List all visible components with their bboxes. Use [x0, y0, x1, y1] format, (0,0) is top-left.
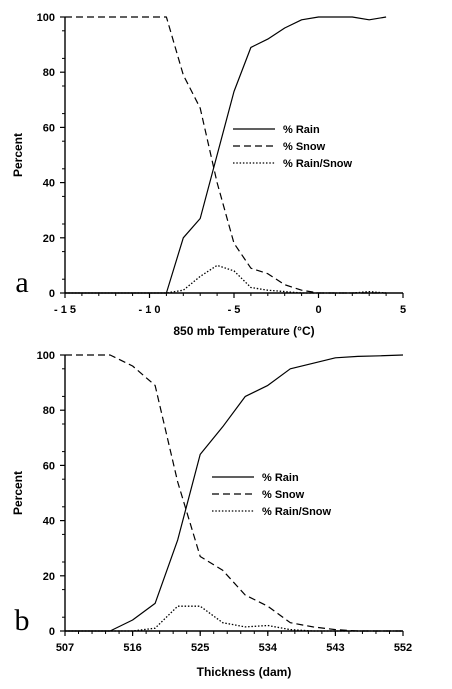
panel-a-x-tick-label: - 1 0	[138, 304, 160, 316]
panel-a-series-line-0	[65, 16, 387, 294]
panel-b-y-tick-label: 40	[43, 516, 55, 528]
panel-a-x-axis-label: 850 mb Temperature (°C)	[173, 324, 314, 338]
panel-a-legend-label-1: % Snow	[283, 141, 326, 153]
panel-a-legend-label-2: % Rain/Snow	[283, 158, 353, 170]
panel-b-y-tick-label: 100	[37, 350, 55, 362]
panel-b-series-line-0	[65, 354, 404, 632]
panel-b-legend-label-1: % Snow	[262, 489, 305, 501]
panel-b-x-tick-label: 507	[56, 642, 74, 654]
panel-b-panel-label: b	[15, 604, 30, 637]
panel-b-y-tick-label: 60	[43, 460, 55, 472]
panel-b-y-tick-label: 0	[49, 626, 55, 638]
panel-a-x-tick-label: 0	[315, 304, 321, 316]
panel-a-y-tick-label: 60	[43, 122, 55, 134]
panel-b-series-line-2	[65, 605, 403, 632]
panel-b-x-tick-label: 534	[259, 642, 278, 654]
panel-a-series-line-2	[65, 264, 387, 294]
panel-b-x-tick-label: 525	[191, 642, 209, 654]
panel-a-y-tick-label: 40	[43, 178, 55, 190]
panel-b-x-axis-label: Thickness (dam)	[197, 665, 292, 679]
panel-a-x-tick-label: 5	[400, 304, 406, 316]
panel-a-y-tick-label: 0	[49, 288, 55, 300]
panel-a-x-tick-label: - 1 5	[54, 304, 76, 316]
panel-b-x-tick-label: 543	[326, 642, 344, 654]
panel-a-y-tick-label: 20	[43, 233, 55, 245]
panel-b-legend-label-2: % Rain/Snow	[262, 506, 332, 518]
panel-b-y-tick-label: 80	[43, 405, 55, 417]
panel-b-series-line-1	[65, 354, 403, 632]
panel-b-y-tick-label: 20	[43, 571, 55, 583]
panel-b-y-axis-label: Percent	[11, 471, 25, 515]
panel-a-panel-label: a	[15, 266, 28, 299]
panel-a-y-tick-label: 100	[37, 12, 55, 24]
panel-a-legend-label-0: % Rain	[283, 124, 320, 136]
panel-a-y-tick-label: 80	[43, 67, 55, 79]
panel-b-x-tick-label: 516	[123, 642, 141, 654]
panel-b-legend-label-0: % Rain	[262, 472, 299, 484]
panel-b-x-tick-label: 552	[394, 642, 412, 654]
panel-a-y-axis-label: Percent	[11, 133, 25, 177]
panel-a-series-line-1	[65, 16, 387, 294]
panel-a-x-tick-label: - 5	[228, 304, 241, 316]
